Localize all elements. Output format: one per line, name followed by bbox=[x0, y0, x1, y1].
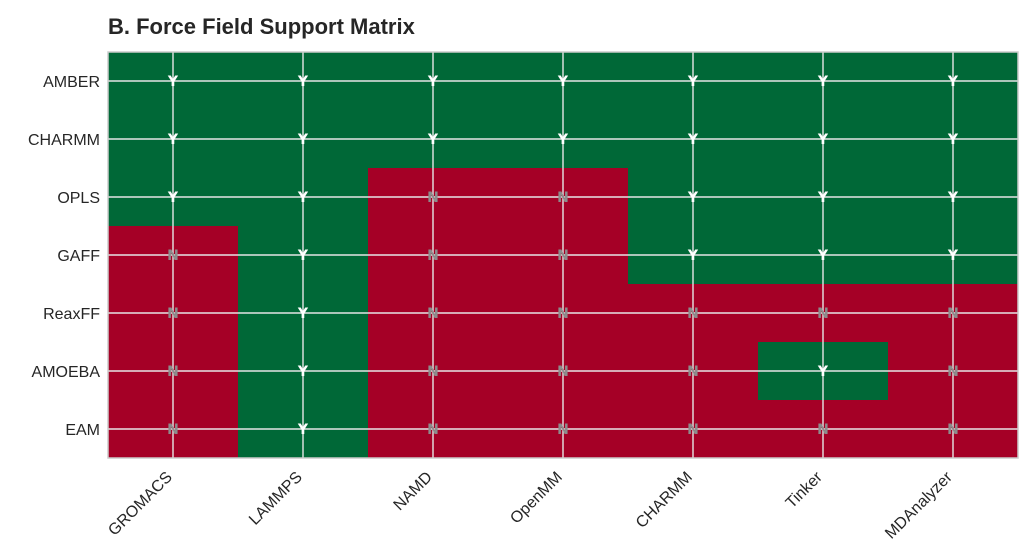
cell-value-label: Y bbox=[167, 190, 179, 206]
y-tick-label: GAFF bbox=[57, 248, 100, 265]
y-tick-label: AMOEBA bbox=[32, 364, 101, 381]
cell-value-label: Y bbox=[947, 74, 959, 90]
cell-value-label: N bbox=[687, 306, 699, 322]
cell-value-label: N bbox=[427, 248, 439, 264]
cell-labels: Y Y Y Y Y Y Y Y Y Y Y Y Y Y Y Y N N Y Y Y N Y N N Y Y Y N Y N N N N N N Y N N N… bbox=[167, 74, 959, 438]
cell-value-label: Y bbox=[297, 306, 309, 322]
cell-value-label: N bbox=[427, 190, 439, 206]
cell-value-label: N bbox=[167, 364, 179, 380]
cell-value-label: Y bbox=[947, 248, 959, 264]
cell-value-label: Y bbox=[687, 132, 699, 148]
cell-value-label: N bbox=[557, 190, 569, 206]
cell-value-label: Y bbox=[167, 74, 179, 90]
cell-value-label: Y bbox=[687, 190, 699, 206]
cell-value-label: Y bbox=[427, 132, 439, 148]
y-tick-label: OPLS bbox=[57, 190, 100, 207]
y-tick-label: AMBER bbox=[43, 74, 100, 91]
cell-value-label: Y bbox=[817, 74, 829, 90]
cell-value-label: Y bbox=[427, 74, 439, 90]
grid-lines bbox=[108, 52, 1018, 458]
cell-value-label: N bbox=[947, 306, 959, 322]
x-tick-label: Tinker bbox=[783, 468, 827, 512]
x-tick-label: NAMD bbox=[390, 469, 435, 514]
cell-value-label: N bbox=[817, 306, 829, 322]
cell-value-label: N bbox=[817, 422, 829, 438]
cell-value-label: Y bbox=[687, 248, 699, 264]
cell-value-label: N bbox=[427, 306, 439, 322]
cell-value-label: Y bbox=[817, 364, 829, 380]
cell-value-label: Y bbox=[947, 132, 959, 148]
cell-value-label: N bbox=[167, 422, 179, 438]
cell-value-label: Y bbox=[297, 74, 309, 90]
x-tick-label: CHARMM bbox=[633, 469, 696, 532]
x-axis-tick-labels: GROMACS LAMMPS NAMD OpenMM CHARMM Tinker MDAna… bbox=[105, 468, 956, 542]
cell-value-label: N bbox=[687, 422, 699, 438]
cell-value-label: Y bbox=[297, 132, 309, 148]
y-tick-label: ReaxFF bbox=[43, 306, 100, 323]
cell-value-label: N bbox=[557, 248, 569, 264]
cell-value-label: Y bbox=[297, 364, 309, 380]
cell-value-label: N bbox=[947, 364, 959, 380]
cell-value-label: Y bbox=[817, 132, 829, 148]
x-tick-label: LAMMPS bbox=[246, 469, 306, 529]
cell-value-label: Y bbox=[817, 248, 829, 264]
cell-value-label: Y bbox=[297, 422, 309, 438]
cell-value-label: Y bbox=[817, 190, 829, 206]
x-tick-label: GROMACS bbox=[105, 469, 175, 539]
cell-value-label: N bbox=[167, 306, 179, 322]
x-tick-label: OpenMM bbox=[507, 469, 566, 528]
cell-value-label: Y bbox=[557, 74, 569, 90]
y-tick-label: EAM bbox=[65, 422, 100, 439]
cell-value-label: N bbox=[947, 422, 959, 438]
cell-value-label: N bbox=[427, 422, 439, 438]
cell-value-label: Y bbox=[297, 248, 309, 264]
y-axis-tick-labels: AMBER CHARMM OPLS GAFF ReaxFF AMOEBA EAM bbox=[28, 74, 100, 439]
cell-value-label: N bbox=[557, 422, 569, 438]
cell-value-label: Y bbox=[557, 132, 569, 148]
y-tick-label: CHARMM bbox=[28, 132, 100, 149]
plot-frame bbox=[107, 51, 1019, 459]
x-tick-label: MDAnalyzer bbox=[882, 468, 956, 542]
cell-value-label: Y bbox=[687, 74, 699, 90]
chart-title: B. Force Field Support Matrix bbox=[108, 14, 415, 39]
cell-value-label: N bbox=[427, 364, 439, 380]
cell-value-label: N bbox=[167, 248, 179, 264]
cell-value-label: Y bbox=[947, 190, 959, 206]
cell-value-label: N bbox=[557, 306, 569, 322]
cell-value-label: N bbox=[557, 364, 569, 380]
cell-value-label: Y bbox=[297, 190, 309, 206]
cell-value-label: Y bbox=[167, 132, 179, 148]
cell-value-label: N bbox=[687, 364, 699, 380]
